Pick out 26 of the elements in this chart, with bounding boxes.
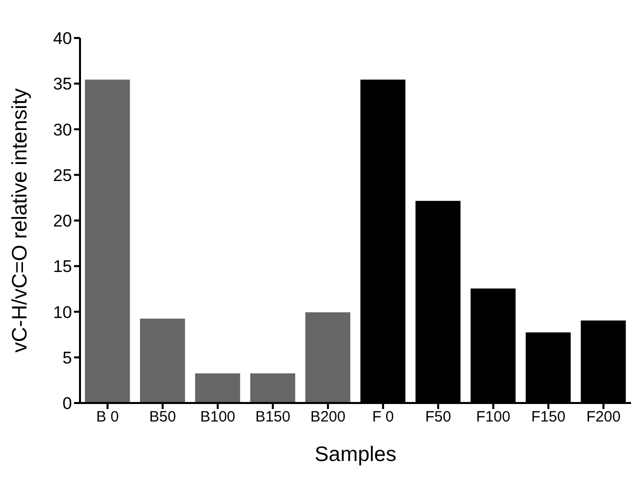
bar xyxy=(304,311,352,403)
y-tick-label: 15 xyxy=(53,257,72,276)
x-tick-label: B100 xyxy=(200,408,236,426)
y-tick-label: 35 xyxy=(53,74,72,94)
x-tick-label: F150 xyxy=(531,408,566,426)
x-tick-label: B50 xyxy=(149,408,176,426)
y-tick-label: 0 xyxy=(62,394,72,414)
x-tick-label: F100 xyxy=(476,408,510,426)
bar xyxy=(84,78,131,403)
x-tick-label: F 0 xyxy=(372,408,394,426)
x-tick-label: B 0 xyxy=(96,408,119,426)
y-axis-title: vC-H/vC=O relative intensity xyxy=(8,88,32,353)
bar xyxy=(249,372,296,403)
x-axis-title: Samples xyxy=(314,443,396,466)
y-tick-label: 40 xyxy=(53,29,72,48)
y-tick-label: 10 xyxy=(53,302,72,322)
bar xyxy=(194,372,242,403)
bar xyxy=(139,318,186,403)
y-tick-label: 5 xyxy=(62,348,72,368)
x-tick-label: B150 xyxy=(255,408,290,426)
x-tick-label: B200 xyxy=(310,408,346,426)
x-tick-label: F50 xyxy=(425,408,452,426)
y-tick-label: 20 xyxy=(53,212,72,231)
y-tick-label: 30 xyxy=(53,120,72,140)
y-tick-label: 25 xyxy=(53,166,72,185)
x-tick-label: F200 xyxy=(586,408,621,426)
